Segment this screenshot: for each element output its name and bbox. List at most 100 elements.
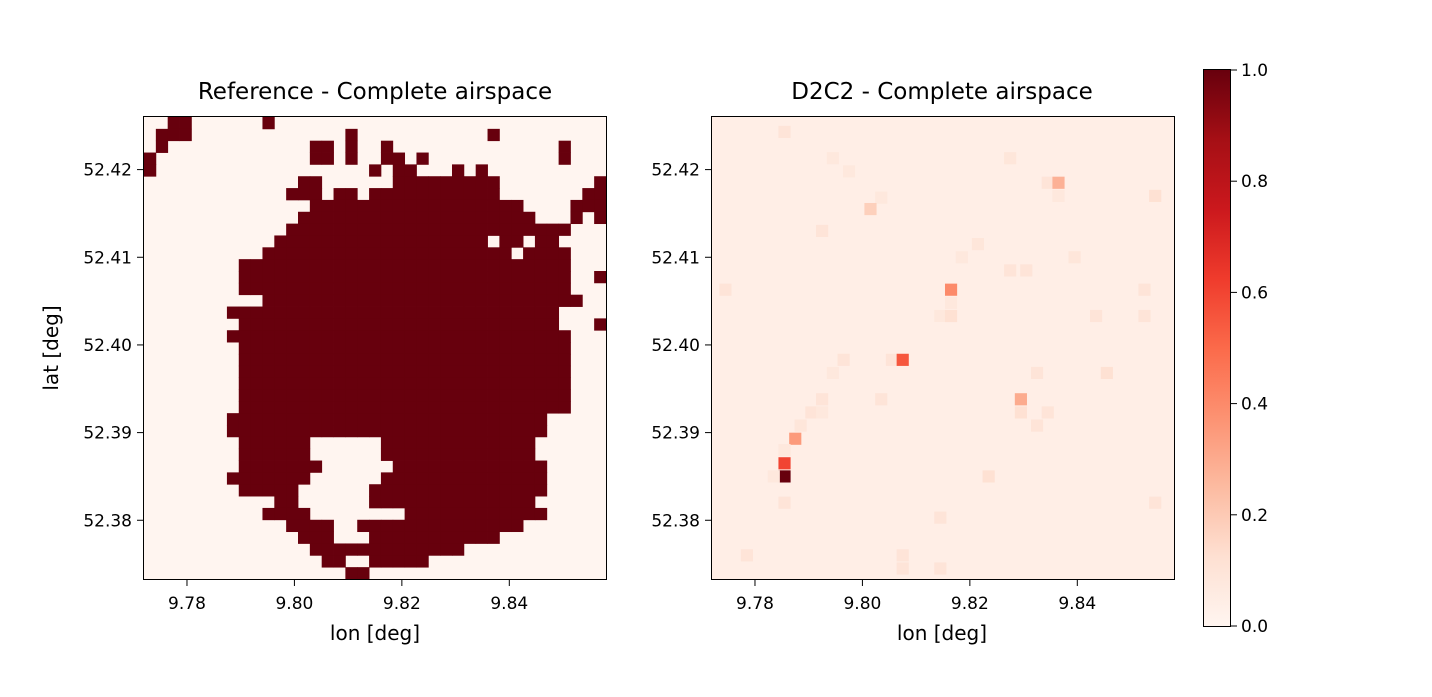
heatmap-cell	[1149, 496, 1162, 509]
heatmap-cell	[380, 294, 394, 307]
heatmap-cell	[475, 199, 488, 213]
heatmap-cell	[428, 235, 441, 248]
heatmap-cell	[250, 353, 263, 367]
heatmap-cell	[487, 259, 500, 272]
heatmap-cell	[475, 330, 488, 343]
heatmap-cell	[298, 235, 311, 248]
heatmap-cell	[558, 353, 571, 367]
heatmap-cell	[416, 306, 429, 319]
heatmap-cell	[428, 401, 441, 414]
x-tick-label: 9.84	[490, 594, 528, 614]
heatmap-cell	[321, 259, 334, 272]
heatmap-cell	[463, 282, 477, 296]
heatmap-cell	[440, 401, 453, 414]
heatmap-cell	[523, 460, 536, 473]
heatmap-cell	[309, 211, 323, 225]
y-tick-label: 52.40	[83, 336, 132, 356]
heatmap-cell	[440, 294, 453, 307]
heatmap-cell	[487, 507, 500, 521]
heatmap-cell	[392, 353, 406, 367]
heatmap-cell	[144, 152, 157, 165]
heatmap-cell	[357, 377, 370, 390]
heatmap-cell	[416, 211, 429, 225]
y-tick-label: 52.39	[83, 424, 132, 444]
heatmap-cell	[463, 507, 477, 521]
heatmap-cell	[345, 199, 358, 213]
colorbar-tick-label: 0.4	[1241, 395, 1268, 415]
heatmap-cell	[250, 318, 263, 331]
heatmap-cell	[487, 330, 500, 343]
heatmap-cell	[463, 271, 477, 284]
heatmap-cell	[309, 460, 323, 473]
heatmap-cell	[1030, 419, 1044, 432]
heatmap-cell	[298, 318, 311, 331]
heatmap-cell	[345, 211, 358, 225]
heatmap-cell	[369, 425, 382, 438]
heatmap-cell	[298, 223, 311, 236]
heatmap-cell	[475, 259, 488, 272]
heatmap-cell	[428, 199, 441, 213]
heatmap-cell	[428, 425, 441, 438]
heatmap-cell	[534, 330, 548, 343]
heatmap-cell	[416, 425, 429, 438]
heatmap-cell	[826, 366, 839, 380]
heatmap-cell	[885, 353, 899, 366]
reference-xlabel: lon [deg]	[330, 621, 420, 645]
heatmap-cell	[286, 247, 299, 260]
x-tick-label: 9.78	[736, 594, 774, 614]
heatmap-cell	[392, 484, 406, 497]
heatmap-cell	[380, 472, 394, 485]
heatmap-cell	[1100, 366, 1113, 380]
heatmap-cell	[1138, 309, 1151, 323]
heatmap-cell	[487, 389, 500, 402]
heatmap-cell	[250, 365, 263, 379]
heatmap-cell	[357, 223, 370, 236]
heatmap-cell	[1052, 176, 1065, 189]
heatmap-cell	[816, 406, 829, 419]
heatmap-cell	[333, 555, 346, 568]
heatmap-cell	[475, 271, 488, 284]
heatmap-cell	[298, 282, 311, 296]
heatmap-cell	[440, 531, 453, 544]
heatmap-cell	[392, 401, 406, 414]
heatmap-cell	[309, 413, 323, 426]
heatmap-cell	[487, 353, 500, 367]
heatmap-cell	[511, 199, 524, 213]
heatmap-cell	[558, 365, 571, 379]
heatmap-cell	[369, 199, 382, 213]
y-tick-label: 52.41	[83, 248, 132, 268]
heatmap-cell	[274, 318, 287, 331]
heatmap-cell	[380, 448, 394, 461]
heatmap-cell	[274, 330, 287, 343]
heatmap-cell	[286, 342, 299, 355]
heatmap-cell	[452, 436, 465, 450]
heatmap-cell	[452, 188, 465, 201]
heatmap-cell	[392, 318, 406, 331]
heatmap-cell	[440, 507, 453, 521]
heatmap-cell	[369, 555, 382, 568]
heatmap-cell	[440, 519, 453, 533]
heatmap-cell	[380, 342, 394, 355]
heatmap-cell	[452, 460, 465, 473]
heatmap-cell	[286, 294, 299, 307]
heatmap-cell	[546, 365, 560, 379]
heatmap-cell	[321, 377, 334, 390]
heatmap-cell	[416, 282, 429, 296]
heatmap-cell	[499, 235, 512, 248]
heatmap-cell	[345, 425, 358, 438]
heatmap-cell	[286, 365, 299, 379]
heatmap-cell	[428, 389, 441, 402]
heatmap-cell	[523, 318, 536, 331]
heatmap-cell	[286, 330, 299, 343]
heatmap-cell	[345, 247, 358, 260]
heatmap-cell	[286, 306, 299, 319]
heatmap-cell	[286, 401, 299, 414]
heatmap-cell	[404, 389, 417, 402]
heatmap-cell	[594, 199, 607, 213]
heatmap-cell	[333, 282, 346, 296]
heatmap-cell	[309, 223, 323, 236]
heatmap-cell	[274, 484, 287, 497]
heatmap-cell	[392, 259, 406, 272]
heatmap-cell	[428, 531, 441, 544]
